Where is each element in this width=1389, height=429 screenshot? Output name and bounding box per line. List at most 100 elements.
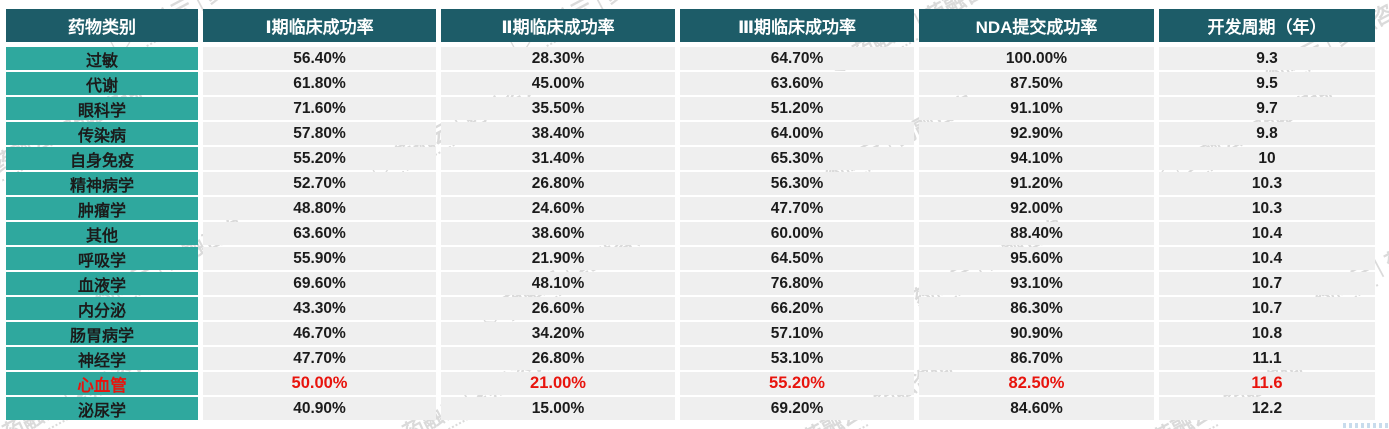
nda-cell: 86.30% bbox=[919, 297, 1154, 320]
table-row: 泌尿学 40.90% 15.00% 69.20% 84.60% 12.2 bbox=[6, 397, 1375, 420]
phase1-cell: 43.30% bbox=[203, 297, 436, 320]
header-phase1-success: Ⅰ期临床成功率 bbox=[203, 9, 436, 42]
category-cell: 传染病 bbox=[6, 122, 198, 145]
cycle-cell: 10.7 bbox=[1159, 272, 1375, 295]
category-cell: 呼吸学 bbox=[6, 247, 198, 270]
phase3-cell: 55.20% bbox=[680, 372, 914, 395]
phase2-cell: 21.00% bbox=[441, 372, 675, 395]
phase2-cell: 26.60% bbox=[441, 297, 675, 320]
phase2-cell: 26.80% bbox=[441, 172, 675, 195]
table-row: 自身免疫 55.20% 31.40% 65.30% 94.10% 10 bbox=[6, 147, 1375, 170]
cycle-cell: 9.5 bbox=[1159, 72, 1375, 95]
nda-cell: 86.70% bbox=[919, 347, 1154, 370]
cycle-cell: 9.7 bbox=[1159, 97, 1375, 120]
header-dev-cycle: 开发周期（年） bbox=[1159, 9, 1375, 42]
category-cell: 精神病学 bbox=[6, 172, 198, 195]
cycle-cell: 10 bbox=[1159, 147, 1375, 170]
phase3-cell: 63.60% bbox=[680, 72, 914, 95]
brand-hexagon-icon: ⬡ bbox=[0, 425, 7, 429]
table-row: 传染病 57.80% 38.40% 64.00% 92.90% 9.8 bbox=[6, 122, 1375, 145]
phase1-cell: 50.00% bbox=[203, 372, 436, 395]
phase3-cell: 64.50% bbox=[680, 247, 914, 270]
table-row: 精神病学 52.70% 26.80% 56.30% 91.20% 10.3 bbox=[6, 172, 1375, 195]
phase3-cell: 66.20% bbox=[680, 297, 914, 320]
phase2-cell: 28.30% bbox=[441, 47, 675, 70]
category-cell: 神经学 bbox=[6, 347, 198, 370]
phase2-cell: 48.10% bbox=[441, 272, 675, 295]
phase2-cell: 38.40% bbox=[441, 122, 675, 145]
phase2-cell: 24.60% bbox=[441, 197, 675, 220]
watermark-consulting: 药融咨询 bbox=[1381, 214, 1389, 275]
table-header-row: 药物类别 Ⅰ期临床成功率 Ⅱ期临床成功率 Ⅲ期临床成功率 NDA提交成功率 开发… bbox=[6, 9, 1375, 42]
phase2-cell: 21.90% bbox=[441, 247, 675, 270]
cycle-cell: 10.3 bbox=[1159, 172, 1375, 195]
table-row: 肿瘤学 48.80% 24.60% 47.70% 92.00% 10.3 bbox=[6, 197, 1375, 220]
category-cell: 心血管 bbox=[6, 372, 198, 395]
phase3-cell: 69.20% bbox=[680, 397, 914, 420]
nda-cell: 84.60% bbox=[919, 397, 1154, 420]
nda-cell: 91.20% bbox=[919, 172, 1154, 195]
phase1-cell: 56.40% bbox=[203, 47, 436, 70]
nda-cell: 93.10% bbox=[919, 272, 1154, 295]
phase3-cell: 65.30% bbox=[680, 147, 914, 170]
phase1-cell: 47.70% bbox=[203, 347, 436, 370]
cycle-cell: 11.1 bbox=[1159, 347, 1375, 370]
phase1-cell: 52.70% bbox=[203, 172, 436, 195]
header-drug-category: 药物类别 bbox=[6, 9, 198, 42]
phase1-cell: 71.60% bbox=[203, 97, 436, 120]
phase2-cell: 31.40% bbox=[441, 147, 675, 170]
phase2-cell: 26.80% bbox=[441, 347, 675, 370]
phase1-cell: 61.80% bbox=[203, 72, 436, 95]
phase3-cell: 64.70% bbox=[680, 47, 914, 70]
category-cell: 泌尿学 bbox=[6, 397, 198, 420]
nda-cell: 88.40% bbox=[919, 222, 1154, 245]
table-row: 内分泌 43.30% 26.60% 66.20% 86.30% 10.7 bbox=[6, 297, 1375, 320]
nda-cell: 92.90% bbox=[919, 122, 1154, 145]
cycle-cell: 10.4 bbox=[1159, 247, 1375, 270]
phase1-cell: 69.60% bbox=[203, 272, 436, 295]
phase3-cell: 47.70% bbox=[680, 197, 914, 220]
category-cell: 肠胃病学 bbox=[6, 322, 198, 345]
table-row: 过敏 56.40% 28.30% 64.70% 100.00% 9.3 bbox=[6, 47, 1375, 70]
category-cell: 血液学 bbox=[6, 272, 198, 295]
table-row-highlighted: 心血管 50.00% 21.00% 55.20% 82.50% 11.6 bbox=[6, 372, 1375, 395]
phase3-cell: 64.00% bbox=[680, 122, 914, 145]
nda-cell: 95.60% bbox=[919, 247, 1154, 270]
category-cell: 其他 bbox=[6, 222, 198, 245]
phase1-cell: 55.20% bbox=[203, 147, 436, 170]
corner-watermark-artifact bbox=[1343, 423, 1389, 428]
table-row: 眼科学 71.60% 35.50% 51.20% 91.10% 9.7 bbox=[6, 97, 1375, 120]
table-row: 神经学 47.70% 26.80% 53.10% 86.70% 11.1 bbox=[6, 347, 1375, 370]
table-row: 肠胃病学 46.70% 34.20% 57.10% 90.90% 10.8 bbox=[6, 322, 1375, 345]
phase3-cell: 60.00% bbox=[680, 222, 914, 245]
phase3-cell: 57.10% bbox=[680, 322, 914, 345]
phase1-cell: 57.80% bbox=[203, 122, 436, 145]
phase1-cell: 40.90% bbox=[203, 397, 436, 420]
category-cell: 肿瘤学 bbox=[6, 197, 198, 220]
table-row: 呼吸学 55.90% 21.90% 64.50% 95.60% 10.4 bbox=[6, 247, 1375, 270]
success-rate-table: 药物类别 Ⅰ期临床成功率 Ⅱ期临床成功率 Ⅲ期临床成功率 NDA提交成功率 开发… bbox=[6, 9, 1375, 422]
phase1-cell: 63.60% bbox=[203, 222, 436, 245]
phase1-cell: 46.70% bbox=[203, 322, 436, 345]
cycle-cell: 12.2 bbox=[1159, 397, 1375, 420]
cycle-cell: 10.8 bbox=[1159, 322, 1375, 345]
table-row: 代谢 61.80% 45.00% 63.60% 87.50% 9.5 bbox=[6, 72, 1375, 95]
category-cell: 代谢 bbox=[6, 72, 198, 95]
header-phase2-success: Ⅱ期临床成功率 bbox=[441, 9, 675, 42]
phase2-cell: 15.00% bbox=[441, 397, 675, 420]
phase2-cell: 35.50% bbox=[441, 97, 675, 120]
phase2-cell: 45.00% bbox=[441, 72, 675, 95]
nda-cell: 87.50% bbox=[919, 72, 1154, 95]
cycle-cell: 10.7 bbox=[1159, 297, 1375, 320]
cycle-cell: 10.3 bbox=[1159, 197, 1375, 220]
phase2-cell: 38.60% bbox=[441, 222, 675, 245]
nda-cell: 100.00% bbox=[919, 47, 1154, 70]
nda-cell: 92.00% bbox=[919, 197, 1154, 220]
cycle-cell: 10.4 bbox=[1159, 222, 1375, 245]
phase1-cell: 55.90% bbox=[203, 247, 436, 270]
category-cell: 内分泌 bbox=[6, 297, 198, 320]
category-cell: 眼科学 bbox=[6, 97, 198, 120]
nda-cell: 91.10% bbox=[919, 97, 1154, 120]
table-row: 其他 63.60% 38.60% 60.00% 88.40% 10.4 bbox=[6, 222, 1375, 245]
